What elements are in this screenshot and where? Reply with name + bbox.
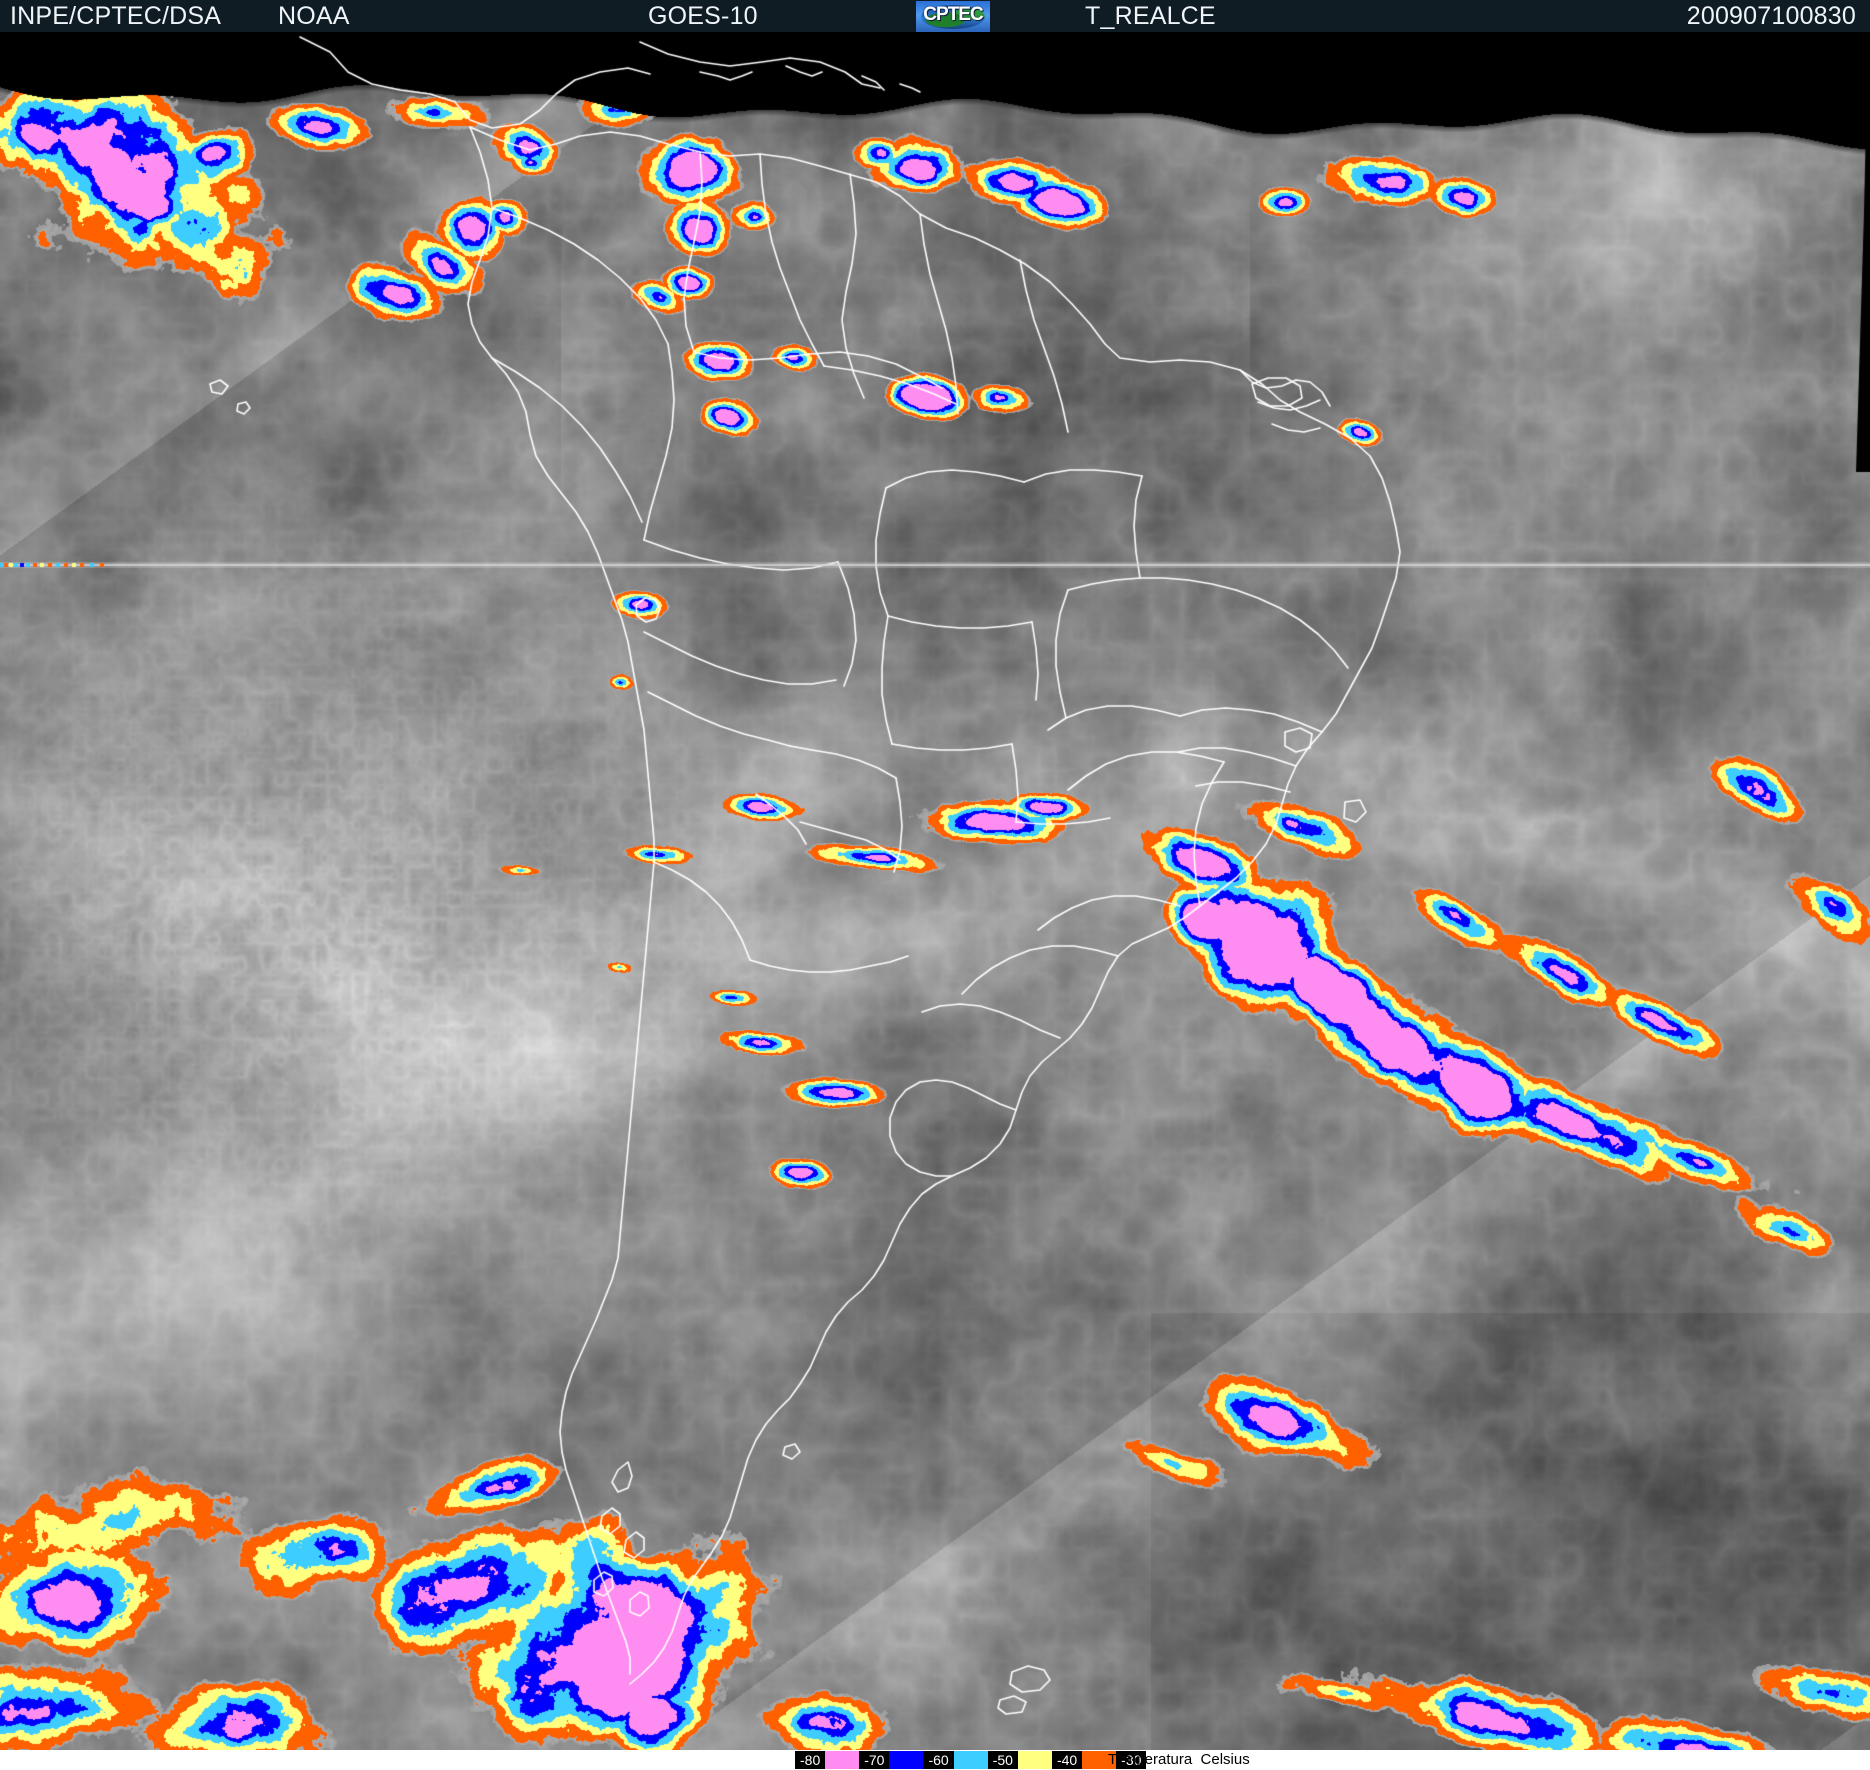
satellite-image-view — [0, 32, 1870, 1750]
image-header-bar: INPE/CPTEC/DSA NOAA GOES-10 CPTEC T_REAL… — [0, 0, 1870, 32]
header-product-label: T_REALCE — [1085, 2, 1216, 30]
legend-caption-label: Temperatura Celsius — [1108, 1751, 1250, 1768]
legend-swatch-pink — [825, 1751, 860, 1769]
legend-swatch-orange — [1082, 1751, 1117, 1769]
header-timestamp-label: 200907100830 — [1686, 2, 1856, 30]
header-agency-label: INPE/CPTEC/DSA — [10, 2, 222, 30]
legend-tick-minus60: -60 — [928, 1752, 949, 1768]
infrared-enhanced-image — [0, 32, 1870, 1750]
cptec-logo-icon: CPTEC — [916, 1, 990, 32]
legend-footer: -80 -70 -60 -50 -40 -30 Temperatura Celsius — [0, 1750, 1870, 1770]
legend-tick-minus70: -70 — [864, 1752, 885, 1768]
legend-tick-minus30: -30 — [1121, 1752, 1142, 1768]
legend-tick-minus50: -50 — [992, 1752, 1013, 1768]
legend-swatch-yellow — [1017, 1751, 1052, 1769]
header-satellite-label: GOES-10 — [648, 2, 758, 30]
header-source-label: NOAA — [278, 2, 350, 30]
legend-tick-minus80: -80 — [800, 1752, 821, 1768]
legend-tick-minus40: -40 — [1056, 1752, 1078, 1768]
legend-swatch-blue — [889, 1751, 924, 1769]
globe-icon — [921, 5, 985, 29]
cptec-logo-text: CPTEC — [923, 4, 983, 25]
temperature-colorbar: -80 -70 -60 -50 -40 -30 — [795, 1751, 1147, 1769]
legend-swatch-cyan — [953, 1751, 988, 1769]
